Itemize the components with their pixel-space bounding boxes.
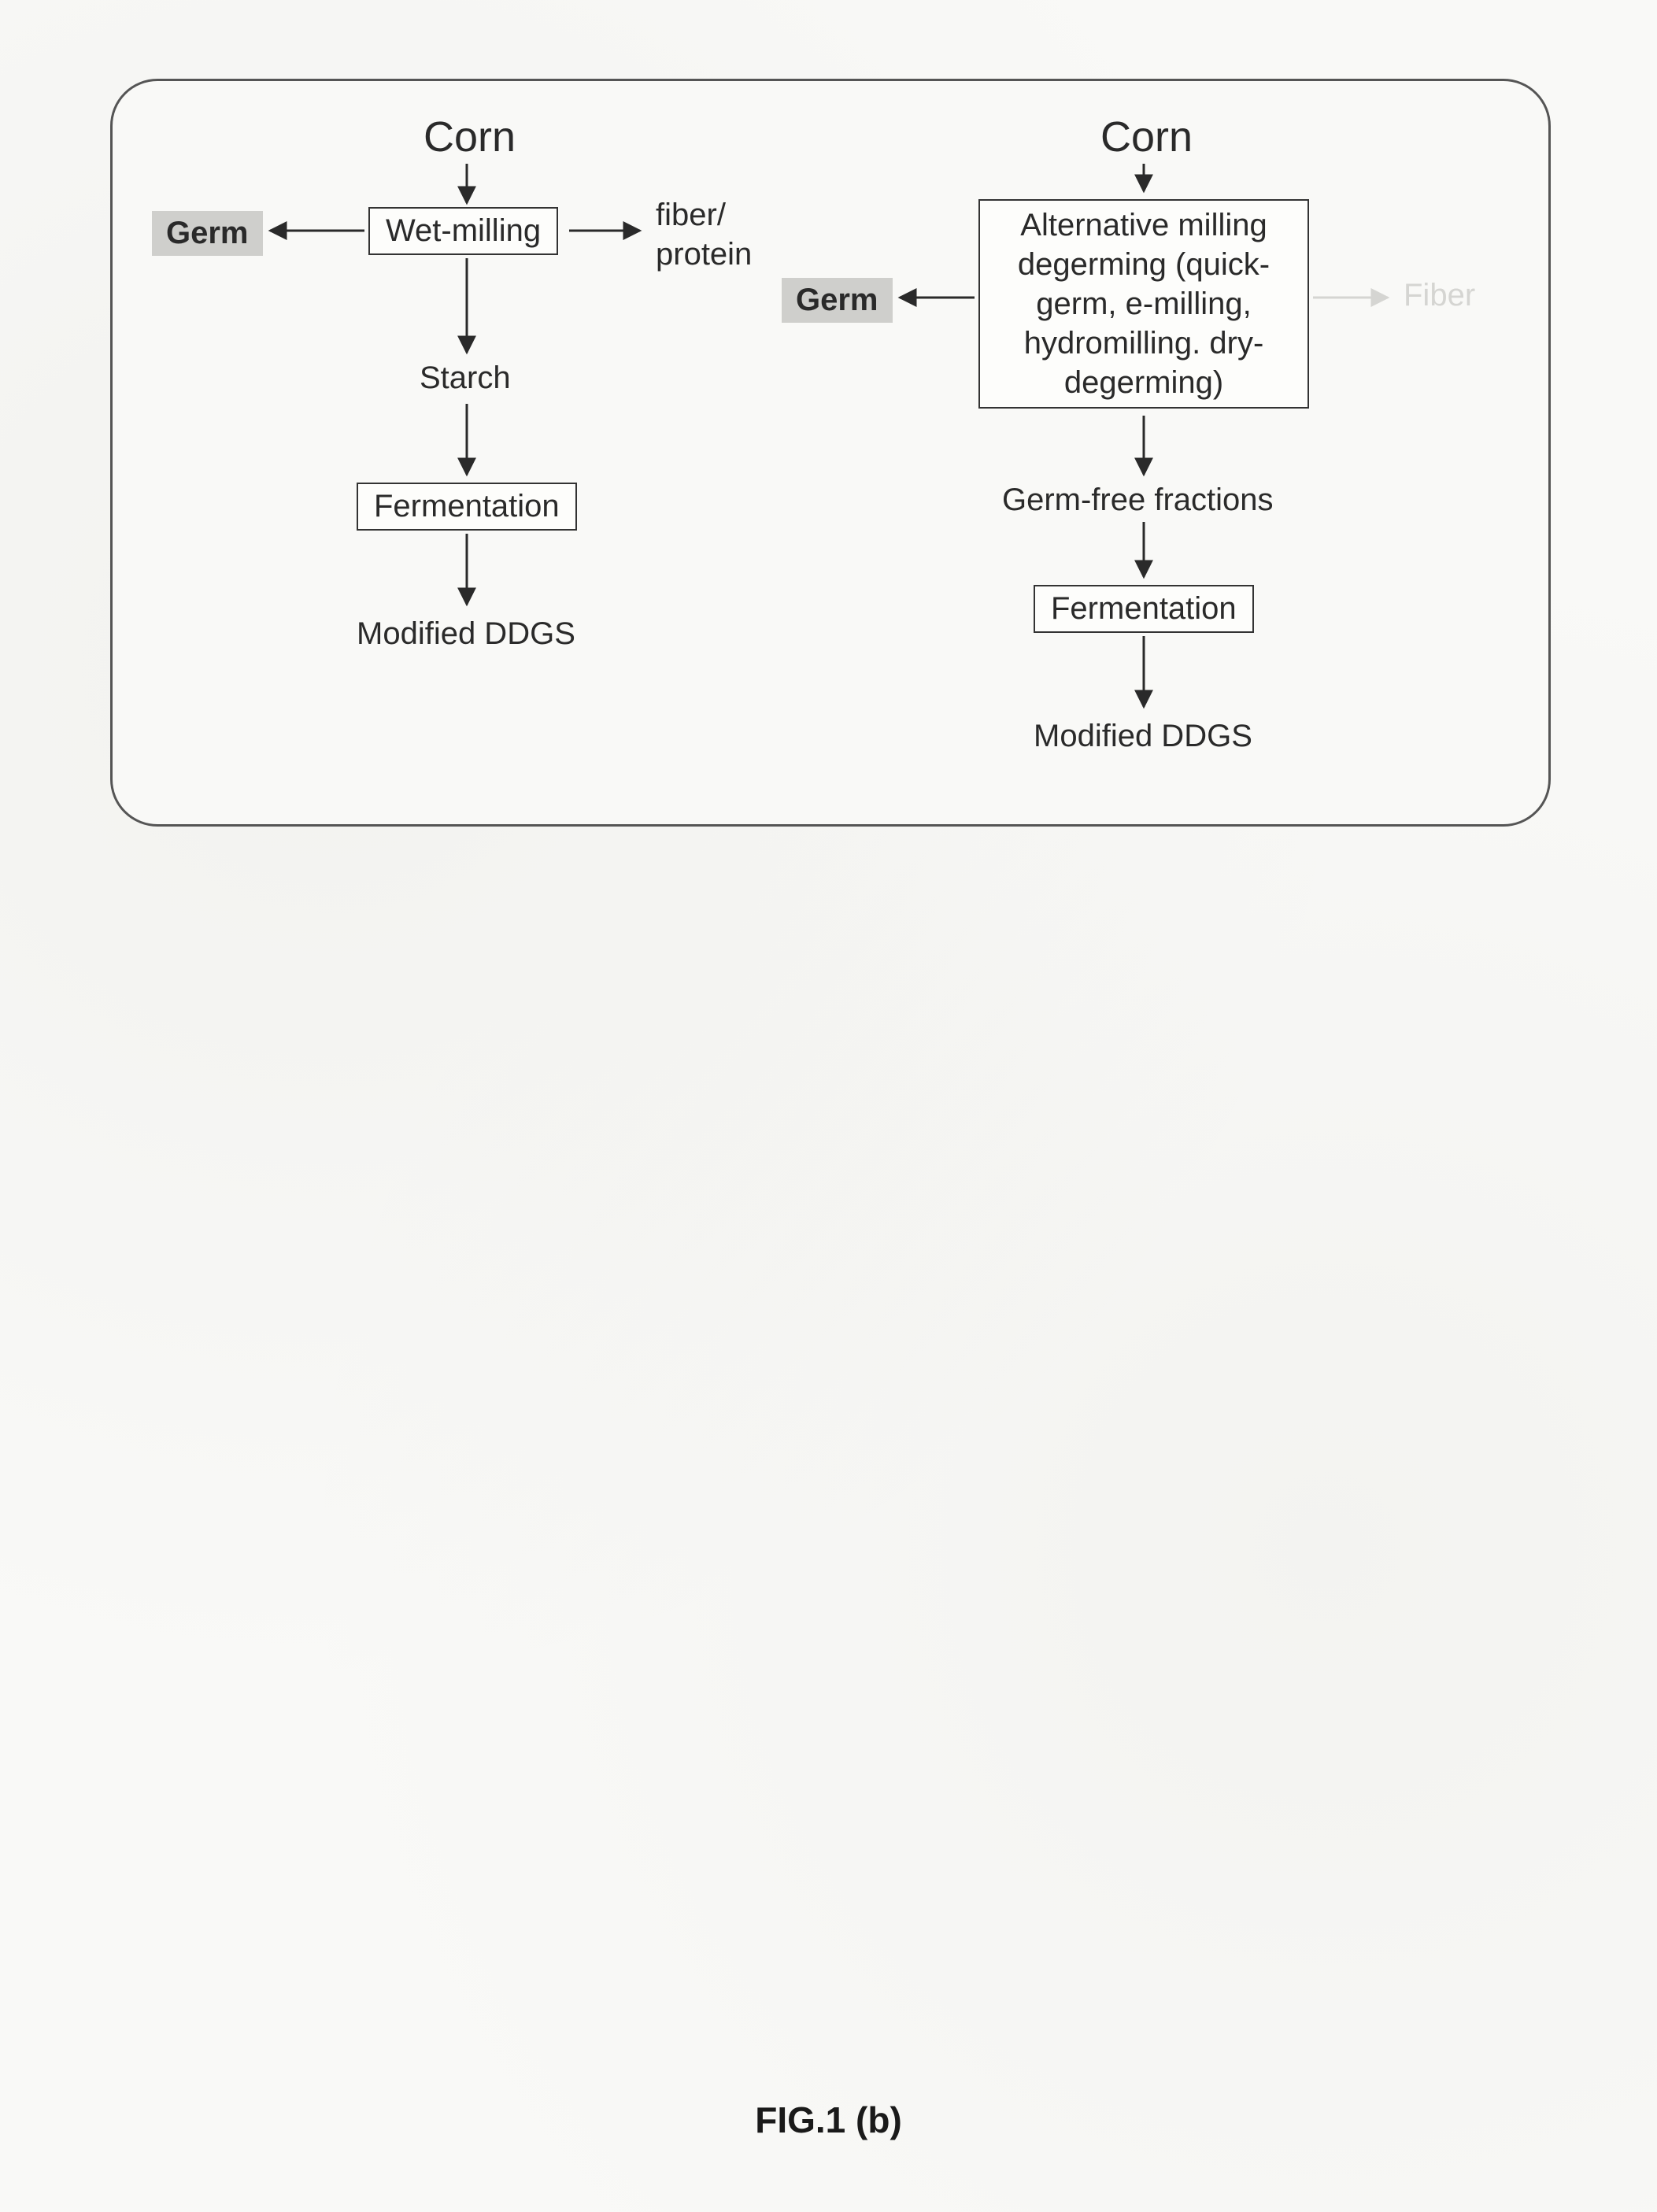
page: Corn Germ Wet-milling fiber/ protein Sta… — [0, 0, 1657, 2212]
left-fermentation-box: Fermentation — [357, 483, 577, 531]
figure-caption: FIG.1 (b) — [0, 2099, 1657, 2141]
left-modified-ddgs-label: Modified DDGS — [357, 616, 575, 652]
left-fiber-protein-label: fiber/ protein — [656, 195, 752, 274]
left-germ-box: Germ — [152, 211, 263, 256]
left-corn-label: Corn — [423, 113, 516, 161]
right-germfree-label: Germ-free fractions — [1002, 483, 1274, 518]
right-germ-box: Germ — [782, 278, 893, 323]
flowchart-container: Corn Germ Wet-milling fiber/ protein Sta… — [110, 79, 1551, 827]
right-modified-ddgs-label: Modified DDGS — [1034, 719, 1252, 754]
right-fiber-label: Fiber — [1404, 278, 1475, 313]
right-fermentation-box: Fermentation — [1034, 585, 1254, 633]
left-wetmilling-box: Wet-milling — [368, 207, 558, 255]
left-starch-label: Starch — [420, 361, 511, 396]
right-altmilling-box: Alternative milling degerming (quick- ge… — [978, 199, 1309, 409]
flowchart-arrows — [113, 81, 1553, 829]
right-corn-label: Corn — [1100, 113, 1193, 161]
